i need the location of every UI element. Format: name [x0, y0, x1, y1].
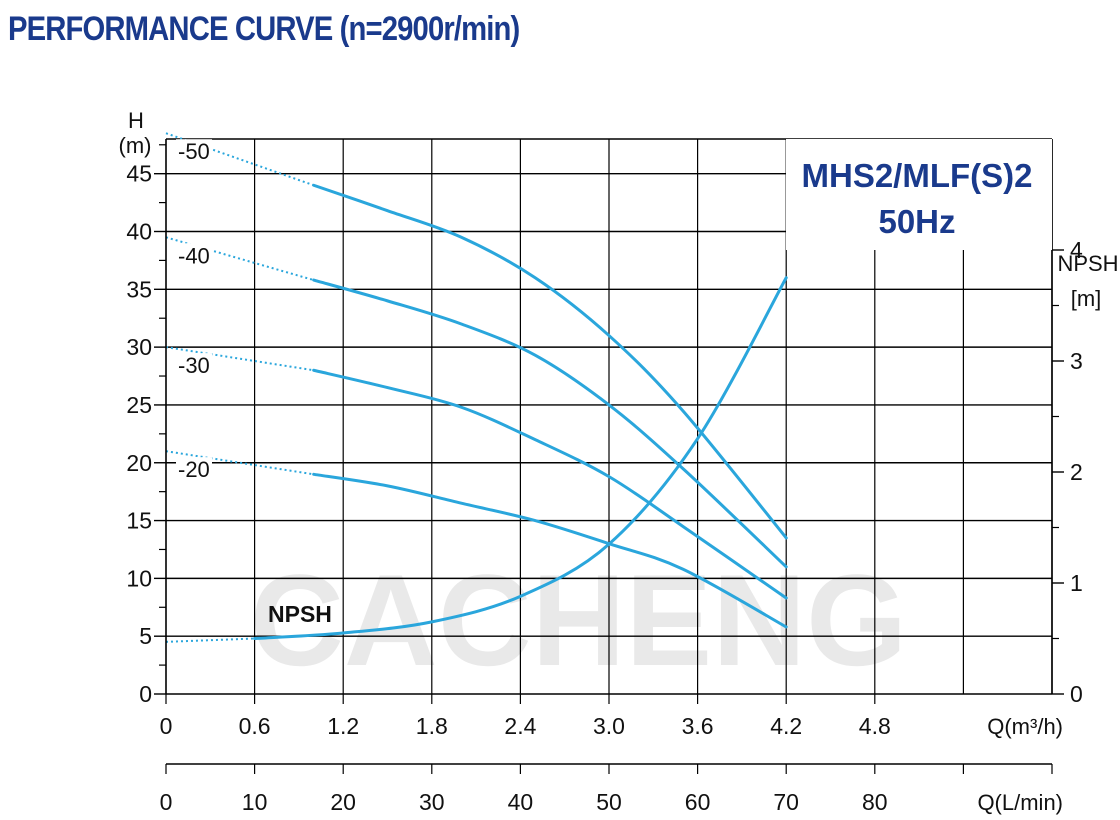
x-tick-label: 2.4 — [504, 713, 536, 739]
npsh-axis-label: NPSH — [1057, 251, 1118, 276]
y-tick-label: 0 — [139, 681, 152, 707]
npsh-tick-label: 2 — [1070, 459, 1083, 485]
lmin-tick-label: 20 — [330, 789, 356, 815]
x2-axis-label: Q(L/min) — [977, 790, 1063, 815]
curve-h3 — [312, 472, 788, 629]
curve-label-bg — [176, 243, 212, 268]
lmin-tick-label: 80 — [862, 789, 888, 815]
lmin-tick-label: 70 — [773, 789, 799, 815]
y-tick-label: 30 — [126, 334, 152, 360]
x-tick-label: 1.2 — [327, 713, 359, 739]
y-tick-label: 45 — [126, 161, 152, 187]
npsh-tick-label: 0 — [1070, 681, 1083, 707]
model-name: MHS2/MLF(S)2 — [802, 157, 1033, 194]
x-axis-label: Q(m³/h) — [987, 714, 1063, 739]
model-box — [786, 139, 1052, 250]
x-tick-label: 1.8 — [416, 713, 448, 739]
curve-dotted-npsh — [165, 637, 255, 643]
npsh-tick-label: 4 — [1070, 237, 1083, 263]
curve-npsh — [253, 276, 788, 640]
curve-h1 — [312, 278, 788, 569]
y-tick-label: 20 — [126, 450, 152, 476]
x-tick-label: 4.8 — [859, 713, 891, 739]
x-tick-label: 0 — [160, 713, 173, 739]
y-tick-label: 35 — [126, 276, 152, 302]
lmin-tick-label: 40 — [508, 789, 534, 815]
y-tick-label: 25 — [126, 392, 152, 418]
x-tick-label: 3.0 — [593, 713, 625, 739]
x-tick-label: 4.2 — [770, 713, 802, 739]
curve-label-bg — [176, 139, 212, 164]
lmin-tick-label: 0 — [160, 789, 173, 815]
npsh-tick-label: 1 — [1070, 570, 1083, 596]
curve-label-bg — [176, 457, 212, 482]
curve-label: -20 — [178, 457, 210, 482]
npsh-axis-unit: [m] — [1071, 286, 1102, 311]
curve-h0 — [312, 183, 788, 540]
y-tick-label: 15 — [126, 508, 152, 534]
y-tick-label: 10 — [126, 565, 152, 591]
curves — [165, 132, 788, 643]
curve-label: -50 — [178, 139, 210, 164]
npsh-tick-label: 3 — [1070, 348, 1083, 374]
y-axis-label: H — [128, 108, 144, 133]
lmin-tick-label: 50 — [596, 789, 622, 815]
npsh-curve-label: NPSH — [268, 601, 332, 627]
curve-h2 — [312, 368, 788, 600]
page-title: PERFORMANCE CURVE (n=2900r/min) — [8, 10, 520, 48]
lmin-tick-label: 30 — [419, 789, 445, 815]
curve-label: -30 — [178, 353, 210, 378]
x-tick-label: 0.6 — [239, 713, 271, 739]
model-frequency: 50Hz — [878, 203, 955, 240]
lmin-tick-label: 60 — [685, 789, 711, 815]
curve-label-bg — [176, 353, 212, 378]
y-tick-label: 5 — [139, 623, 152, 649]
y-axis-unit: (m) — [119, 133, 152, 158]
lmin-tick-label: 10 — [242, 789, 268, 815]
watermark: CACHENG — [250, 547, 907, 693]
y-tick-label: 40 — [126, 219, 152, 245]
curve-label: -40 — [178, 243, 210, 268]
x-tick-label: 3.6 — [682, 713, 714, 739]
